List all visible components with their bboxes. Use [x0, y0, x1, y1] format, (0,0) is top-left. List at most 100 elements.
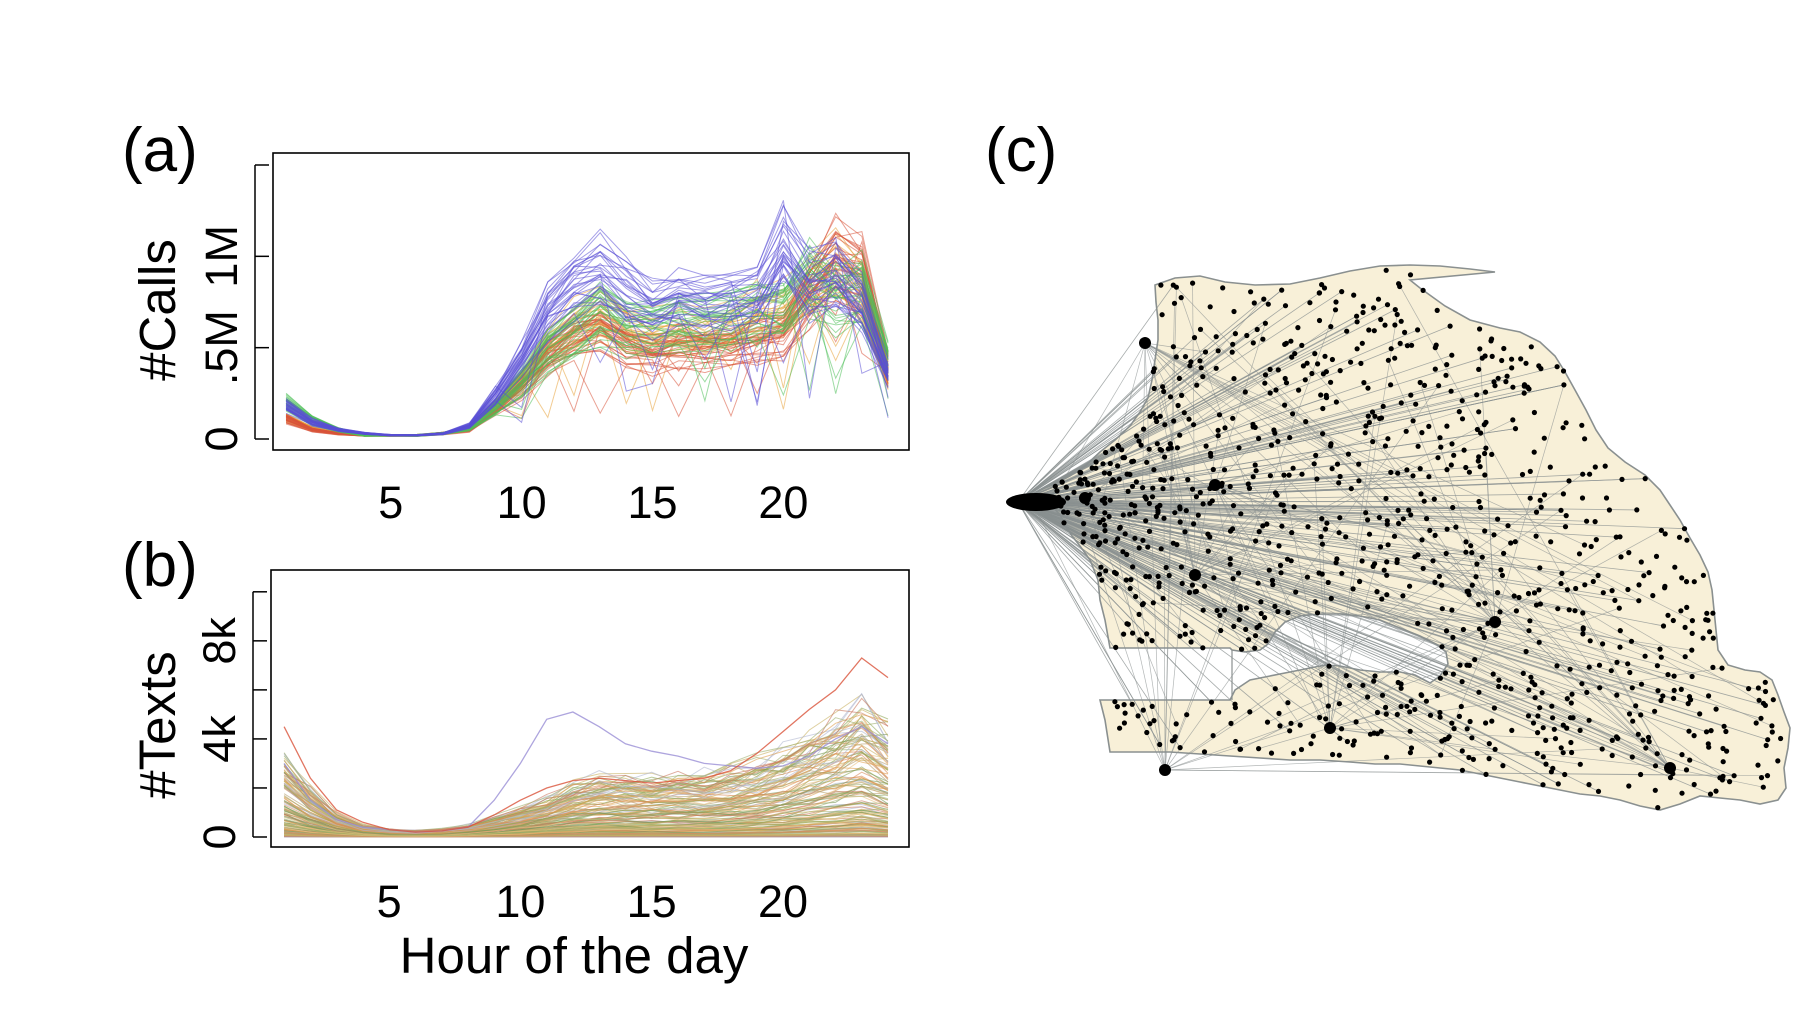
network-node: [1145, 544, 1151, 550]
network-node: [1061, 520, 1067, 526]
network-node: [1296, 387, 1302, 393]
network-node: [1606, 507, 1612, 513]
network-node: [1154, 504, 1160, 510]
network-node: [1277, 723, 1283, 729]
network-node: [1107, 497, 1113, 503]
network-node: [1277, 562, 1284, 569]
network-node: [1177, 745, 1183, 751]
network-edge: [1104, 484, 1216, 504]
network-node: [1404, 703, 1410, 709]
network-node: [1006, 493, 1066, 511]
network-node: [1404, 343, 1410, 349]
network-edge: [1017, 501, 1204, 611]
network-node: [1388, 346, 1394, 352]
network-node: [1189, 629, 1195, 636]
network-node: [1189, 582, 1195, 588]
network-node: [1432, 579, 1438, 586]
network-node: [1600, 590, 1606, 596]
network-node: [1564, 725, 1570, 731]
network-node: [1540, 754, 1546, 760]
network-node: [1374, 709, 1381, 716]
network-node: [1423, 698, 1429, 704]
network-node: [1420, 287, 1426, 293]
network-node: [1221, 607, 1228, 613]
network-node: [1469, 582, 1475, 588]
network-node: [1614, 659, 1620, 665]
network-node: [1080, 539, 1086, 545]
network-node: [1288, 720, 1294, 726]
network-node: [1337, 735, 1343, 741]
network-node: [1262, 372, 1269, 378]
x-tick-label: 10: [495, 876, 545, 927]
network-node: [1417, 466, 1423, 472]
network-node: [1247, 709, 1253, 715]
network-node: [1328, 443, 1334, 449]
network-node: [1568, 739, 1574, 746]
network-edge: [1329, 727, 1556, 739]
network-node: [1681, 526, 1688, 532]
network-node: [1167, 394, 1174, 400]
network-node: [1597, 685, 1603, 691]
network-node: [1339, 570, 1345, 576]
network-edge: [1017, 501, 1422, 541]
network-node: [1200, 374, 1206, 380]
network-node: [1267, 366, 1273, 372]
network-node: [1209, 479, 1221, 491]
network-node: [1324, 520, 1330, 526]
network-node: [1449, 352, 1455, 358]
network-node: [1383, 711, 1389, 717]
network-node: [1297, 722, 1303, 728]
network-node: [1307, 300, 1313, 306]
network-edge: [1017, 501, 1685, 530]
network-node: [1084, 480, 1090, 486]
network-node: [1398, 703, 1404, 710]
network-edge: [1329, 314, 1398, 729]
network-edge: [1017, 501, 1212, 703]
network-node: [1112, 585, 1118, 591]
network-node: [1140, 601, 1146, 607]
network-node: [1102, 522, 1108, 528]
network-node: [1369, 409, 1376, 415]
network-node: [1408, 698, 1414, 704]
network-node: [1123, 577, 1129, 583]
network-node: [1350, 742, 1356, 748]
network-node: [1652, 763, 1659, 769]
network-node: [1412, 706, 1418, 713]
network-node: [1268, 750, 1275, 756]
network-node: [1536, 639, 1542, 645]
network-node: [1493, 632, 1499, 638]
network-node: [1642, 653, 1648, 659]
network-node: [1608, 668, 1614, 674]
network-node: [1534, 750, 1540, 757]
network-node: [1775, 758, 1781, 764]
network-node: [1457, 662, 1463, 668]
network-node: [1476, 689, 1482, 695]
network-node: [1114, 704, 1120, 710]
network-node: [1526, 628, 1532, 634]
network-node: [1479, 355, 1485, 361]
network-node: [1276, 710, 1282, 717]
network-node: [1354, 313, 1360, 319]
texts-axes: 0 4k 8k 5 10 15 20: [194, 591, 808, 927]
network-edge: [1031, 500, 1166, 771]
network-node: [1667, 775, 1674, 781]
network-node: [1653, 553, 1660, 560]
network-node: [1434, 307, 1440, 313]
network-node: [1392, 322, 1398, 328]
network-node: [1198, 365, 1204, 371]
network-node: [1141, 426, 1147, 432]
network-node: [1376, 514, 1382, 521]
network-node: [1243, 626, 1249, 633]
network-edge: [1329, 416, 1376, 729]
network-node: [1678, 608, 1684, 614]
network-node: [1658, 654, 1664, 660]
network-node: [1102, 510, 1108, 516]
network-node: [1136, 545, 1142, 551]
network-node: [1501, 345, 1507, 352]
network-node: [1470, 756, 1476, 763]
network-node: [1343, 673, 1349, 679]
network-edge: [1158, 576, 1496, 623]
network-node: [1630, 718, 1636, 724]
network-node: [1360, 682, 1366, 688]
network-node: [1558, 745, 1564, 751]
